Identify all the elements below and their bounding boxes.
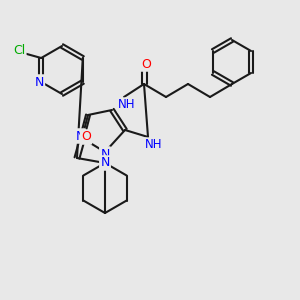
Text: N: N	[100, 148, 110, 160]
Text: O: O	[141, 58, 151, 70]
Text: N: N	[34, 76, 44, 88]
Text: N: N	[75, 130, 85, 142]
Text: NH: NH	[145, 139, 163, 152]
Text: NH: NH	[118, 98, 136, 112]
Text: Cl: Cl	[13, 44, 25, 58]
Text: O: O	[81, 130, 91, 143]
Text: N: N	[100, 157, 110, 169]
